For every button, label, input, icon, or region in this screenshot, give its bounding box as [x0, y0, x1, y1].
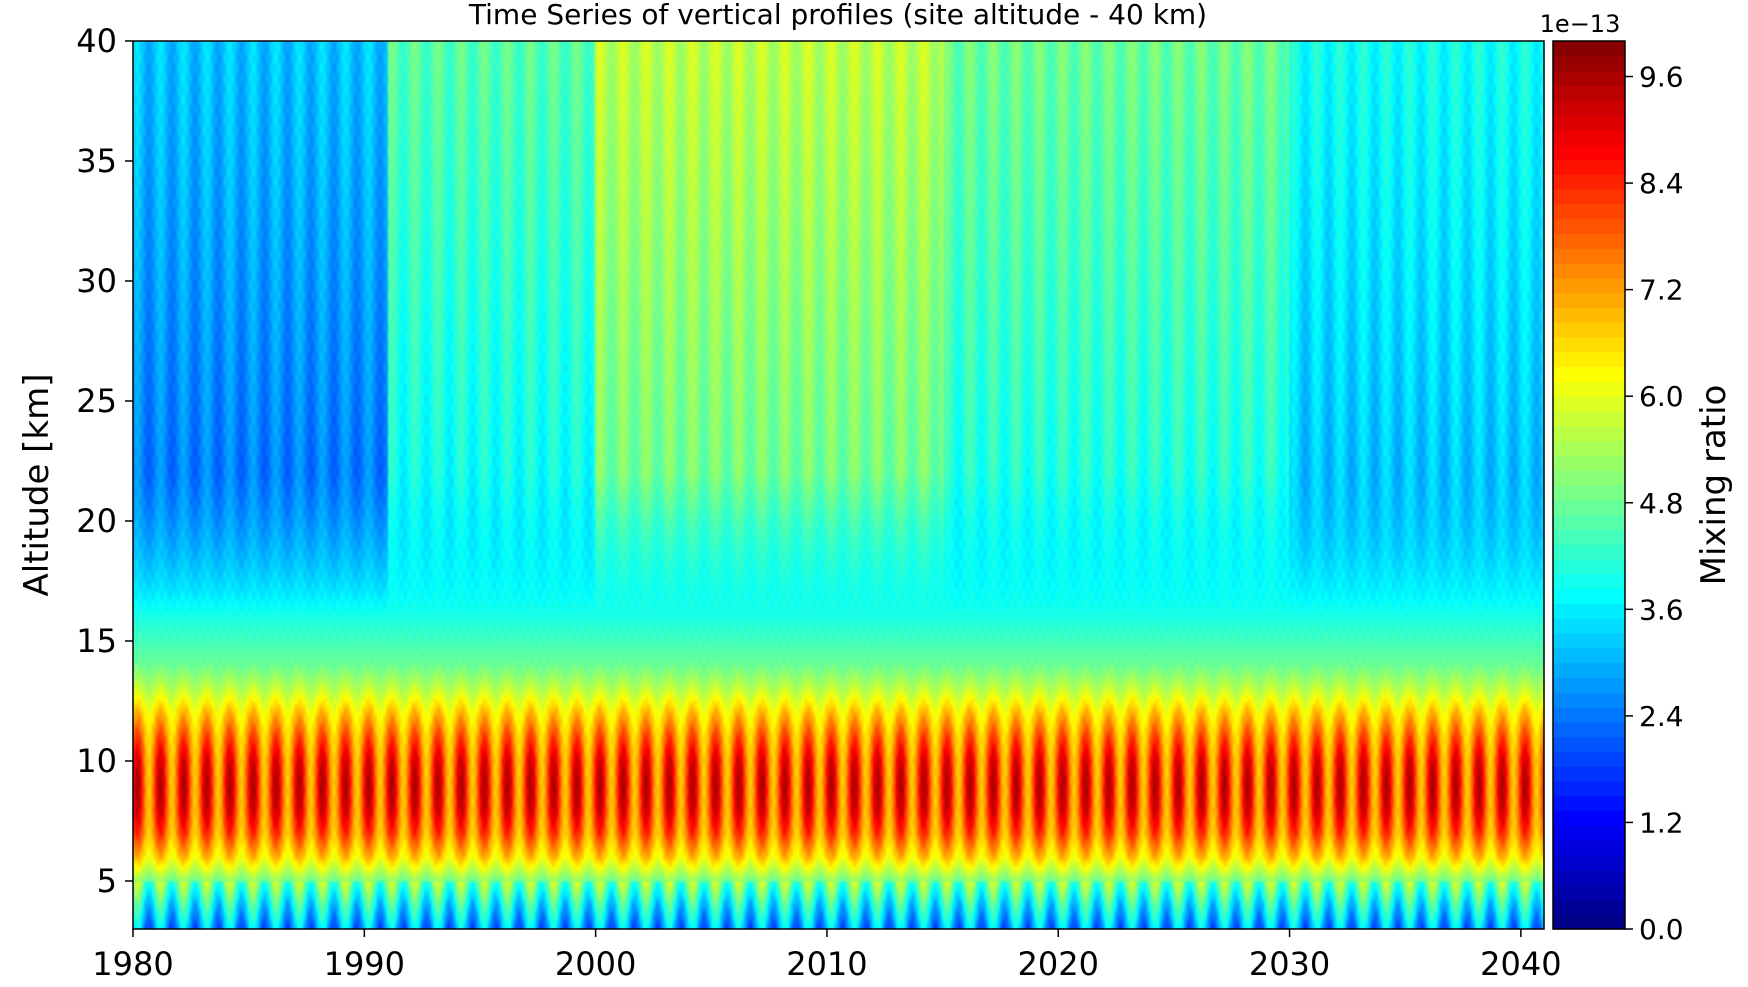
x-tick-label: 2000	[555, 945, 636, 983]
colorbar-band	[1553, 351, 1625, 368]
x-axis: 1980 1990 2000 2010 2020 2030 2040	[92, 929, 1562, 983]
colorbar-band	[1553, 381, 1625, 397]
colorbar-ticks: 0.0 1.2 2.4 3.6 4.8 6.0 7.2 8.4 9.6	[1625, 61, 1684, 946]
colorbar-band	[1553, 292, 1625, 308]
colorbar-frame	[1552, 40, 1626, 930]
colorbar-tick-label: 2.4	[1639, 700, 1684, 733]
colorbar-band	[1553, 337, 1625, 353]
colorbar-gradient	[1553, 41, 1625, 930]
colorbar-band	[1553, 440, 1625, 456]
colorbar-band	[1553, 41, 1625, 57]
colorbar-band	[1553, 662, 1625, 678]
colorbar-tick-label: 8.4	[1639, 167, 1684, 200]
colorbar-band	[1553, 455, 1625, 471]
y-axis-label: Altitude [km]	[17, 373, 57, 596]
colorbar-band	[1553, 174, 1625, 190]
colorbar-band	[1553, 70, 1625, 86]
x-tick-label: 1980	[92, 945, 173, 983]
colorbar-band	[1553, 825, 1625, 841]
colorbar-band	[1553, 366, 1625, 382]
heatmap-field	[133, 41, 1544, 929]
colorbar-band	[1553, 914, 1625, 930]
colorbar-band	[1553, 411, 1625, 427]
y-tick-label: 40	[76, 22, 117, 60]
colorbar-band	[1553, 588, 1625, 604]
colorbar-scale-label: 1e−13	[1540, 10, 1621, 38]
colorbar-band	[1553, 869, 1625, 886]
x-tick-label: 2020	[1018, 945, 1099, 983]
colorbar-band	[1553, 751, 1625, 767]
colorbar: 0.0 1.2 2.4 3.6 4.8 6.0 7.2 8.4 9.6 1e−13 Mixing…	[1540, 10, 1734, 946]
y-tick-label: 30	[76, 262, 117, 300]
colorbar-band	[1553, 899, 1625, 915]
x-tick-label: 1990	[324, 945, 405, 983]
colorbar-band	[1553, 781, 1625, 797]
colorbar-band	[1553, 55, 1625, 72]
colorbar-tick-label: 4.8	[1639, 487, 1684, 520]
colorbar-band	[1553, 248, 1625, 264]
colorbar-tick-label: 9.6	[1639, 61, 1684, 94]
colorbar-band	[1553, 218, 1625, 234]
colorbar-tick-label: 7.2	[1639, 274, 1684, 307]
colorbar-band	[1553, 544, 1625, 560]
colorbar-band	[1553, 884, 1625, 900]
y-tick-label: 5	[97, 862, 117, 900]
y-tick-label: 10	[76, 742, 117, 780]
colorbar-band	[1553, 647, 1625, 664]
colorbar-band	[1553, 189, 1625, 205]
colorbar-band	[1553, 263, 1625, 279]
colorbar-band	[1553, 707, 1625, 723]
x-tick-label: 2030	[1249, 945, 1330, 983]
colorbar-band	[1553, 810, 1625, 826]
colorbar-band	[1553, 633, 1625, 649]
colorbar-tick-label: 3.6	[1639, 593, 1684, 626]
colorbar-band	[1553, 721, 1625, 738]
colorbar-label: Mixing ratio	[1694, 385, 1734, 586]
colorbar-band	[1553, 203, 1625, 220]
colorbar-tick-label: 0.0	[1639, 913, 1684, 946]
colorbar-band	[1553, 855, 1625, 871]
colorbar-tick-label: 1.2	[1639, 806, 1684, 839]
colorbar-band	[1553, 485, 1625, 501]
colorbar-band	[1553, 85, 1625, 101]
x-tick-label: 2010	[786, 945, 867, 983]
plot-frame	[132, 40, 1545, 930]
colorbar-band	[1553, 129, 1625, 146]
colorbar-band	[1553, 307, 1625, 323]
colorbar-band	[1553, 677, 1625, 693]
colorbar-band	[1553, 100, 1625, 116]
colorbar-band	[1553, 277, 1625, 294]
colorbar-band	[1553, 559, 1625, 575]
colorbar-band	[1553, 396, 1625, 412]
colorbar-band	[1553, 322, 1625, 338]
colorbar-band	[1553, 840, 1625, 856]
colorbar-band	[1553, 159, 1625, 175]
colorbar-band	[1553, 603, 1625, 619]
y-tick-label: 35	[76, 142, 117, 180]
colorbar-band	[1553, 573, 1625, 590]
colorbar-band	[1553, 529, 1625, 545]
plot-area	[132, 40, 1545, 930]
colorbar-band	[1553, 233, 1625, 249]
chart-title: Time Series of vertical profiles (site a…	[468, 0, 1207, 31]
colorbar-band	[1553, 144, 1625, 160]
colorbar-band	[1553, 470, 1625, 486]
colorbar-band	[1553, 514, 1625, 530]
colorbar-tick-label: 6.0	[1639, 380, 1684, 413]
colorbar-band	[1553, 618, 1625, 634]
y-tick-label: 25	[76, 382, 117, 420]
colorbar-band	[1553, 766, 1625, 782]
x-tick-label: 2040	[1480, 945, 1561, 983]
colorbar-band	[1553, 692, 1625, 708]
colorbar-band	[1553, 736, 1625, 752]
y-tick-label: 15	[76, 622, 117, 660]
y-tick-label: 20	[76, 502, 117, 540]
y-axis: 5 10 15 20 25 30 35 40	[76, 22, 133, 900]
colorbar-band	[1553, 425, 1625, 442]
colorbar-band	[1553, 115, 1625, 131]
colorbar-band	[1553, 795, 1625, 812]
colorbar-band	[1553, 499, 1625, 516]
